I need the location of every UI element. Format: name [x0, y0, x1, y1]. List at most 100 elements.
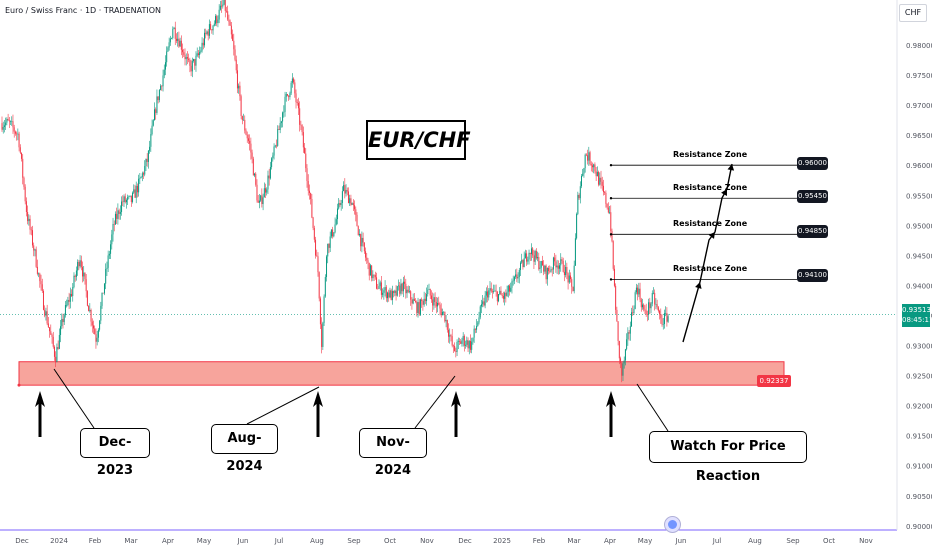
candle-body [302, 132, 304, 148]
candle-body [333, 232, 335, 237]
candle-body [476, 326, 478, 330]
candle-body [152, 120, 154, 126]
candle-body [236, 70, 238, 89]
candle-body [402, 281, 404, 292]
candle-body [646, 314, 648, 315]
candle-body [419, 299, 421, 315]
candle-body [498, 294, 500, 302]
candle-body [58, 334, 60, 349]
candle-body [627, 332, 629, 340]
candle-body [401, 283, 403, 292]
candle-body [584, 154, 586, 169]
candle-body [150, 134, 152, 147]
candle-body [179, 40, 181, 47]
candle-body [577, 194, 579, 214]
candle-body [591, 165, 593, 168]
candle-body [29, 218, 31, 230]
y-tick-label: 0.90000 [906, 523, 932, 531]
support-up-arrow-icon [606, 391, 616, 437]
candle-body [88, 305, 90, 312]
candle-body [435, 301, 437, 307]
x-tick-label: Aug [310, 537, 324, 545]
candle-body [280, 121, 282, 124]
candle-body [349, 198, 351, 204]
candle-body [382, 292, 384, 295]
candle-body [189, 60, 191, 66]
candle-body [421, 299, 423, 302]
candle-body [136, 185, 138, 193]
candle-body [465, 344, 467, 346]
candle-body [201, 42, 203, 51]
candle-body [643, 304, 645, 310]
candle-body [230, 25, 232, 35]
candle-body [323, 296, 325, 323]
candle-body [332, 229, 334, 237]
candle-body [596, 171, 598, 177]
candle-body [77, 261, 79, 271]
candle-body [13, 127, 15, 132]
candle-body [258, 200, 260, 203]
candle-body [321, 324, 323, 347]
candle-body [417, 302, 419, 314]
candle-body [535, 250, 537, 259]
candle-body [235, 59, 237, 71]
candle-body [7, 118, 9, 121]
candle-body [291, 78, 293, 83]
candle-body [28, 218, 30, 222]
candle-body [66, 304, 68, 306]
candle-body [247, 138, 249, 141]
candle-body [144, 166, 146, 175]
candle-body [328, 243, 330, 248]
candle-body [21, 152, 23, 159]
x-tick-label: Jun [237, 537, 249, 545]
candle-body [313, 227, 315, 240]
tradingview-logo-icon[interactable] [664, 516, 681, 533]
candle-body [141, 173, 143, 177]
candle-body [462, 336, 464, 341]
candle-body [657, 307, 659, 311]
candle-body [224, 0, 226, 11]
candle-body [294, 82, 296, 94]
candle-body [356, 214, 358, 227]
candle-body [262, 197, 264, 205]
candle-body [47, 323, 49, 328]
candle-body [661, 318, 663, 325]
candle-body [72, 287, 74, 297]
candle-body [556, 265, 558, 268]
candle-body [538, 257, 540, 269]
candle-body [112, 223, 114, 235]
current-price-value: 0.93513 [902, 306, 931, 314]
candle-body [650, 303, 652, 309]
currency-label[interactable]: CHF [899, 4, 927, 22]
candle-body [561, 259, 563, 261]
x-tick-label: Apr [162, 537, 174, 545]
candle-body [233, 40, 235, 50]
candle-body [612, 241, 614, 269]
candle-body [297, 103, 299, 109]
x-tick-label: Sep [786, 537, 800, 545]
candle-body [63, 315, 65, 323]
resistance-line-anchor [609, 233, 613, 236]
candle-body [446, 320, 448, 330]
resistance-line-anchor [609, 164, 613, 167]
candle-body [207, 31, 209, 36]
candle-body [90, 309, 92, 322]
candle-body [524, 253, 526, 259]
candle-body [346, 190, 348, 192]
candle-body [384, 287, 386, 291]
candle-body [318, 272, 320, 299]
candle-body [548, 268, 550, 272]
candle-body [38, 273, 40, 275]
candle-body [637, 287, 639, 295]
candle-body [243, 119, 245, 121]
candle-body [219, 5, 221, 10]
candle-body [68, 299, 70, 302]
candle-body [484, 295, 486, 306]
candle-body [618, 340, 620, 359]
candle-body [263, 188, 265, 198]
candle-body [372, 274, 374, 279]
candle-body [599, 177, 601, 185]
